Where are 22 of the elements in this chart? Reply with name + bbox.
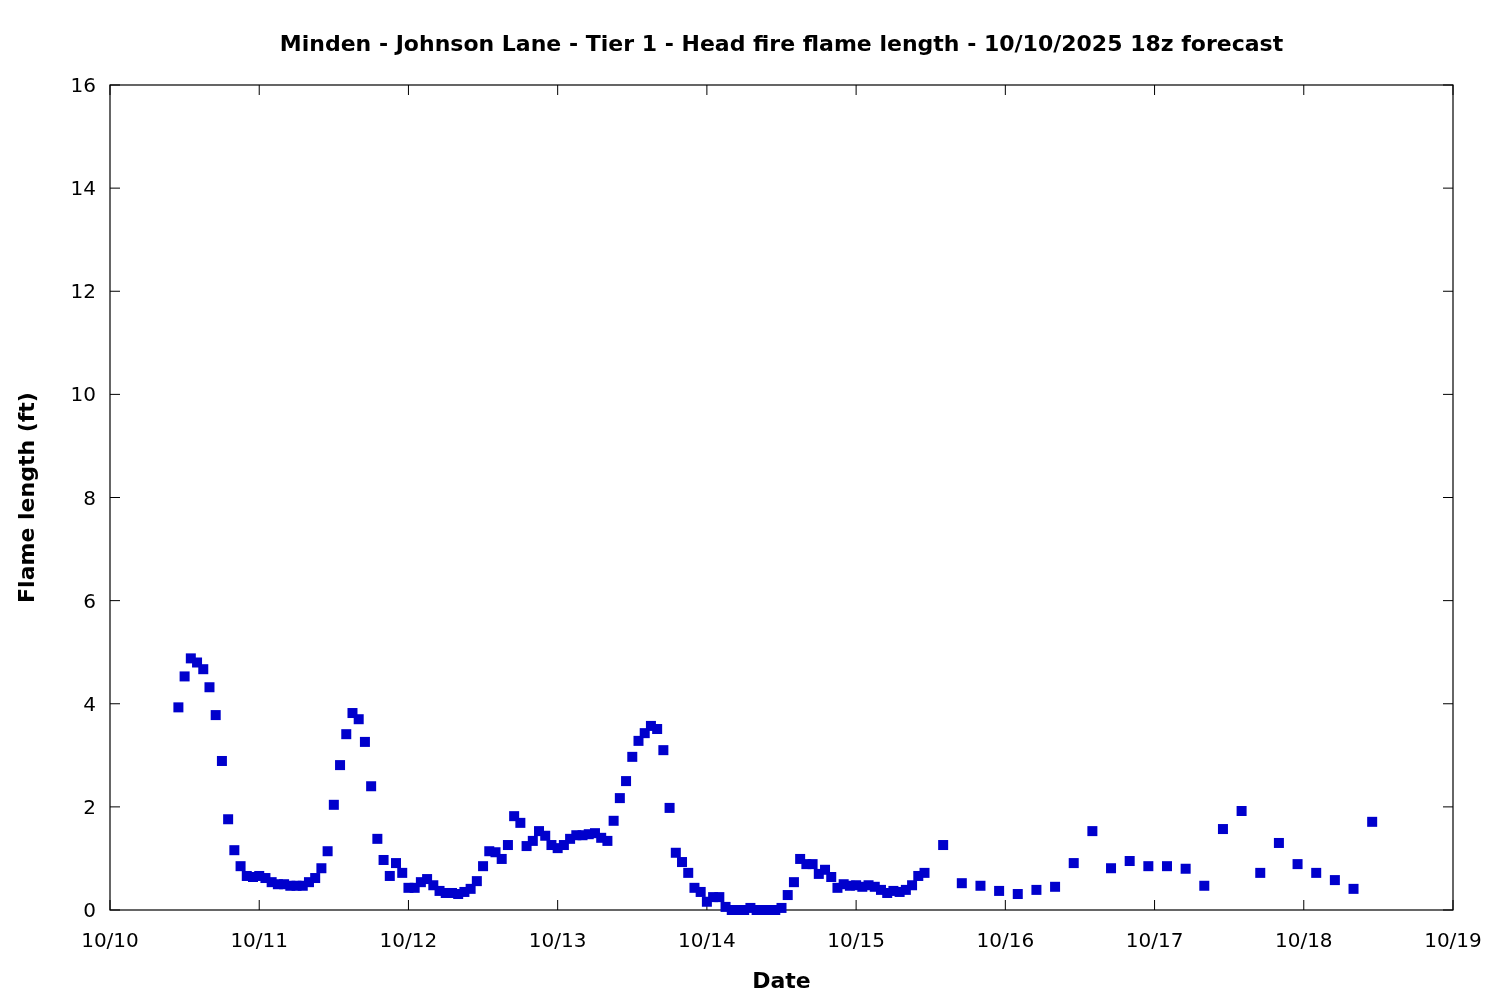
y-tick-label: 14 — [70, 176, 96, 201]
x-tick-label: 10/19 — [1424, 928, 1482, 952]
x-tick-label: 10/15 — [827, 928, 885, 952]
y-tick-label: 6 — [83, 588, 96, 613]
y-tick-label: 0 — [83, 898, 96, 922]
x-tick-label: 10/17 — [1125, 928, 1184, 952]
x-tick-label: 10/13 — [528, 928, 587, 952]
x-tick-label: 10/10 — [81, 928, 139, 952]
y-axis-title: Flame length (ft) — [14, 392, 39, 603]
x-tick-label: 10/12 — [379, 928, 438, 952]
y-tick-label: 10 — [70, 382, 96, 407]
y-tick-label: 4 — [83, 691, 96, 716]
chart-title: Minden - Johnson Lane - Tier 1 - Head fire flame length - 10/10/2025 18z forecast — [279, 31, 1284, 56]
x-tick-label: 10/16 — [976, 928, 1035, 952]
y-tick-label: 12 — [70, 279, 96, 304]
x-tick-label: 10/11 — [230, 928, 289, 952]
y-tick-label: 16 — [70, 73, 96, 97]
x-axis-title: Date — [752, 968, 811, 993]
x-tick-label: 10/18 — [1274, 928, 1333, 952]
y-tick-label: 8 — [83, 485, 96, 510]
x-tick-label: 10/14 — [678, 928, 736, 952]
y-tick-label: 2 — [83, 794, 96, 819]
